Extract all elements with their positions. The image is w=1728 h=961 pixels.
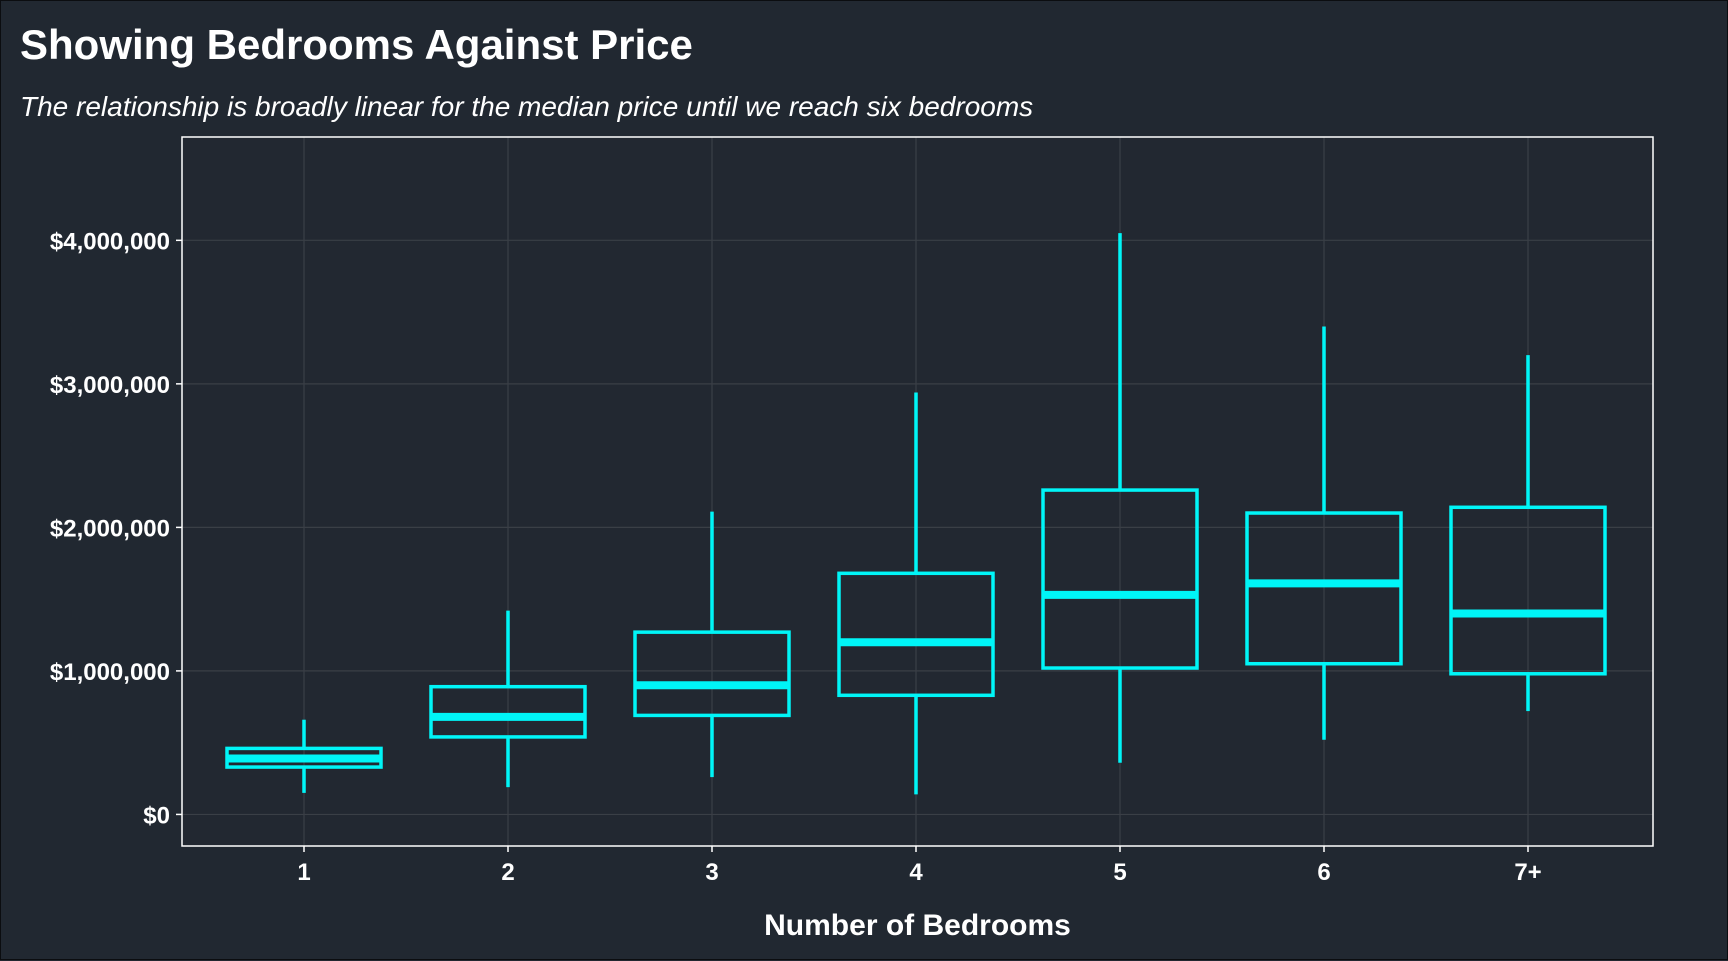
box-1 bbox=[225, 719, 383, 793]
x-tick-label: 2 bbox=[501, 859, 514, 886]
x-tick-label: 1 bbox=[297, 859, 310, 886]
y-tick-label: $4,000,000 bbox=[50, 228, 170, 255]
box-4 bbox=[837, 392, 995, 795]
iqr-box bbox=[429, 684, 587, 739]
y-tick-label: $2,000,000 bbox=[50, 515, 170, 542]
iqr-box bbox=[1041, 488, 1199, 670]
box-plots bbox=[225, 233, 1607, 795]
x-tick-label: 5 bbox=[1113, 859, 1126, 886]
iqr-box bbox=[633, 630, 791, 718]
box-7+ bbox=[1449, 355, 1607, 712]
iqr-box bbox=[837, 571, 995, 698]
y-tick-label: $0 bbox=[143, 802, 170, 829]
box-5 bbox=[1041, 233, 1199, 763]
box-3 bbox=[633, 511, 791, 778]
box-6 bbox=[1245, 326, 1403, 740]
x-tick-label: 7+ bbox=[1514, 859, 1541, 886]
x-axis-title: Number of Bedrooms bbox=[764, 909, 1071, 942]
y-tick-label: $3,000,000 bbox=[50, 372, 170, 399]
x-tick-label: 4 bbox=[909, 859, 923, 886]
panel-border bbox=[181, 136, 1654, 847]
iqr-box bbox=[1245, 511, 1403, 666]
x-tick-label: 6 bbox=[1317, 859, 1330, 886]
box-2 bbox=[429, 610, 587, 788]
chart-subtitle: The relationship is broadly linear for t… bbox=[20, 91, 1034, 122]
axes: $0 $1,000,000 $2,000,000 $3,000,000 $4,000,0… bbox=[50, 136, 1654, 886]
y-tick-label: $1,000,000 bbox=[50, 659, 170, 686]
iqr-box bbox=[1449, 505, 1607, 676]
x-tick-label: 3 bbox=[705, 859, 718, 886]
chart-title: Showing Bedrooms Against Price bbox=[20, 21, 693, 68]
